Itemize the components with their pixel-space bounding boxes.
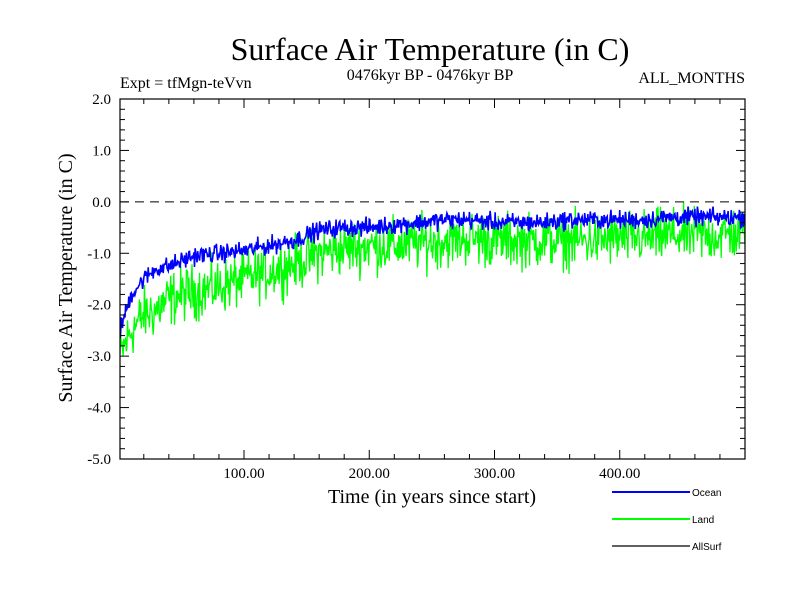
- axes: 100.00 200.00 300.00 400.00 -5.0 -4.0 -3.0 -2.0…: [87, 92, 746, 482]
- plot-area: [120, 201, 745, 357]
- x-tick-label: 300.00: [474, 466, 515, 482]
- y-tick-label: 1.0: [92, 143, 111, 159]
- x-tick-label: 200.00: [349, 466, 390, 482]
- y-tick-label: -2.0: [87, 298, 111, 314]
- chart-title: Surface Air Temperature (in C): [231, 31, 630, 67]
- y-tick-label: -3.0: [87, 349, 111, 365]
- y-axis-label: Surface Air Temperature (in C): [55, 153, 77, 402]
- y-tick-label: 2.0: [92, 92, 111, 108]
- y-tick-label: 0.0: [92, 195, 111, 211]
- legend-label-allsurf: AllSurf: [692, 542, 722, 553]
- x-axis-label: Time (in years since start): [328, 486, 536, 508]
- legend-label-ocean: Ocean: [692, 488, 721, 499]
- experiment-label: Expt = tfMgn-teVvn: [120, 75, 252, 92]
- y-tick-label: -4.0: [87, 401, 111, 417]
- x-tick-label: 400.00: [599, 466, 640, 482]
- plot-frame: [119, 98, 746, 460]
- legend-label-land: Land: [692, 515, 714, 526]
- series-land-line: [120, 201, 745, 357]
- legend: Ocean Land AllSurf: [612, 488, 722, 553]
- months-label: ALL_MONTHS: [638, 70, 745, 87]
- series-ocean-line: [120, 206, 745, 339]
- y-tick-label: -1.0: [87, 246, 111, 262]
- x-tick-label: 100.00: [223, 466, 264, 482]
- period-label: 0476kyr BP - 0476kyr BP: [347, 67, 514, 84]
- y-tick-label: -5.0: [87, 452, 111, 468]
